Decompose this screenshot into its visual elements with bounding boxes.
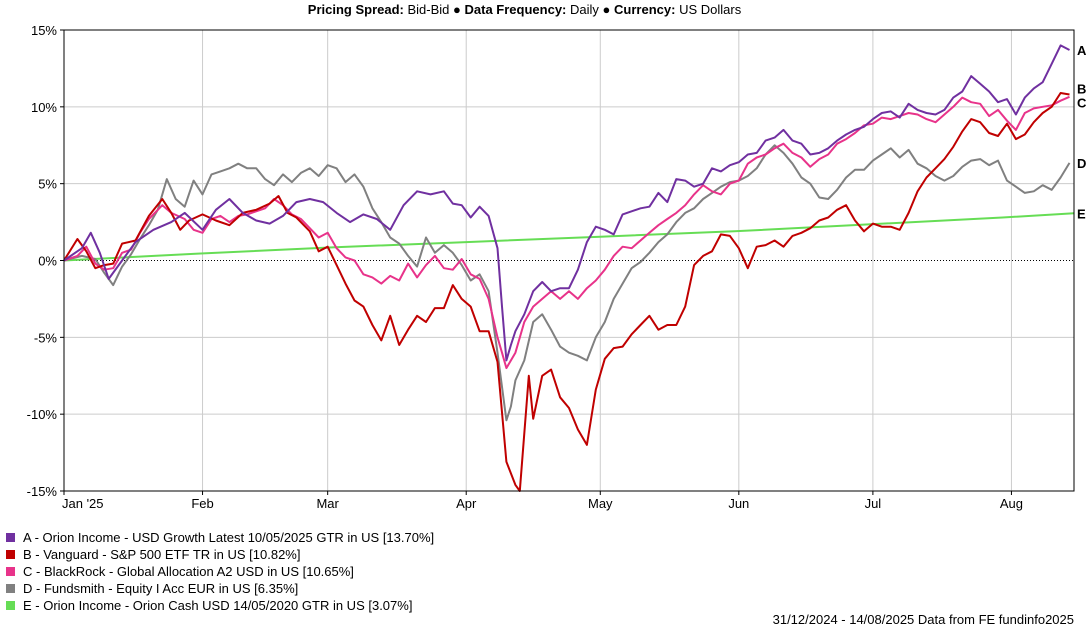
- legend-item: E - Orion Income - Orion Cash USD 14/05/…: [6, 597, 434, 614]
- chart-legend: A - Orion Income - USD Growth Latest 10/…: [6, 529, 434, 614]
- series-line-a: [63, 44, 1070, 362]
- legend-label: B - Vanguard - S&P 500 ETF TR in US [10.…: [23, 547, 301, 562]
- axis-layer: 15% 10% 5% 0% -5% -10% -15% Jan '25 Feb Mar Apr May…: [27, 23, 1087, 511]
- x-tick-label: Feb: [191, 496, 213, 511]
- series-end-label: E: [1077, 206, 1086, 221]
- x-tick-label: May: [588, 496, 613, 511]
- legend-swatch: [6, 567, 15, 576]
- y-tick-label: 5%: [38, 177, 57, 192]
- series-end-label: B: [1077, 82, 1086, 97]
- chart-header: Pricing Spread: Bid-Bid ● Data Frequency…: [0, 2, 1049, 17]
- pricing-spread-value: Bid-Bid: [407, 2, 450, 17]
- data-frequency-value: Daily: [570, 2, 599, 17]
- series-end-label: D: [1077, 156, 1086, 171]
- legend-swatch: [6, 601, 15, 610]
- legend-item: A - Orion Income - USD Growth Latest 10/…: [6, 529, 434, 546]
- x-tick-label: Jul: [865, 496, 882, 511]
- series-line-b: [63, 92, 1070, 492]
- currency-value: US Dollars: [679, 2, 742, 17]
- legend-label: D - Fundsmith - Equity I Acc EUR in US […: [23, 581, 299, 596]
- currency-label: Currency:: [614, 2, 676, 17]
- grid-layer: [64, 30, 1074, 491]
- y-tick-label: -15%: [27, 484, 58, 499]
- y-tick-label: -5%: [34, 330, 58, 345]
- pricing-spread-label: Pricing Spread:: [307, 2, 404, 17]
- series-line-c: [63, 95, 1070, 370]
- x-tick-label: Apr: [456, 496, 477, 511]
- legend-label: C - BlackRock - Global Allocation A2 USD…: [23, 564, 354, 579]
- series-layer: [63, 44, 1075, 492]
- legend-swatch: [6, 550, 15, 559]
- y-tick-label: -10%: [27, 407, 58, 422]
- x-tick-label: Aug: [1000, 496, 1023, 511]
- data-frequency-label: Data Frequency:: [464, 2, 567, 17]
- legend-label: E - Orion Income - Orion Cash USD 14/05/…: [23, 598, 413, 613]
- header-separator: ●: [602, 2, 611, 17]
- plot-frame: [63, 29, 1075, 492]
- legend-item: D - Fundsmith - Equity I Acc EUR in US […: [6, 580, 434, 597]
- x-tick-label: Jan '25: [62, 496, 104, 511]
- legend-label: A - Orion Income - USD Growth Latest 10/…: [23, 530, 435, 545]
- y-tick-label: 15%: [31, 23, 57, 38]
- legend-item: B - Vanguard - S&P 500 ETF TR in US [10.…: [6, 546, 434, 563]
- y-tick-label: 0%: [38, 254, 57, 269]
- series-line-e: [63, 212, 1075, 262]
- legend-item: C - BlackRock - Global Allocation A2 USD…: [6, 563, 434, 580]
- legend-swatch: [6, 533, 15, 542]
- x-tick-label: Mar: [316, 496, 339, 511]
- legend-swatch: [6, 584, 15, 593]
- series-end-label: A: [1077, 43, 1087, 58]
- series-end-label: C: [1077, 96, 1087, 111]
- date-range-footer: 31/12/2024 - 14/08/2025 Data from FE fun…: [772, 612, 1074, 627]
- x-tick-label: Jun: [728, 496, 749, 511]
- series-line-d: [63, 144, 1071, 422]
- y-tick-label: 10%: [31, 100, 57, 115]
- header-separator: ●: [453, 2, 461, 17]
